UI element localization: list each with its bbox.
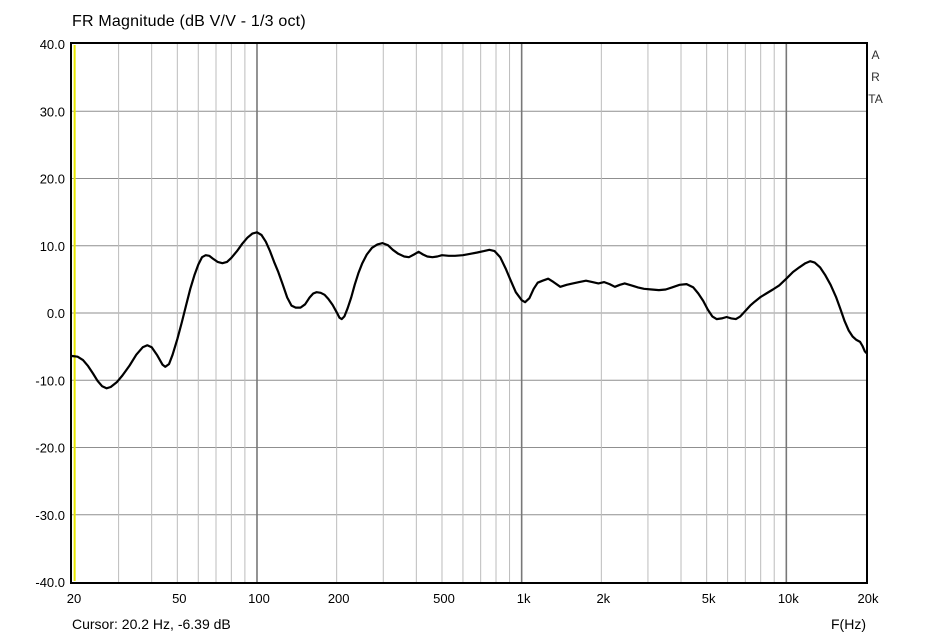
y-tick-label: 40.0 (40, 37, 65, 52)
x-tick-label: 20k (858, 591, 879, 606)
y-tick-label: 10.0 (40, 239, 65, 254)
chart-title: FR Magnitude (dB V/V - 1/3 oct) (72, 13, 306, 30)
x-tick-label: 2k (596, 591, 610, 606)
fr-curve (70, 231, 868, 390)
y-tick-label: -40.0 (35, 575, 65, 590)
x-axis-unit-label: F(Hz) (831, 616, 866, 632)
y-tick-label: -10.0 (35, 373, 65, 388)
x-tick-label: 500 (433, 591, 455, 606)
y-tick-label: 20.0 (40, 172, 65, 187)
x-tick-label: 20 (67, 591, 81, 606)
arta-watermark: ARTA (868, 48, 883, 106)
y-tick-label: -30.0 (35, 508, 65, 523)
y-tick-label: -20.0 (35, 441, 65, 456)
x-tick-label: 5k (702, 591, 716, 606)
x-tick-label: 100 (248, 591, 270, 606)
x-tick-label: 200 (328, 591, 350, 606)
y-tick-label: 0.0 (47, 306, 65, 321)
x-tick-label: 50 (172, 591, 186, 606)
cursor-readout: Cursor: 20.2 Hz, -6.39 dB (72, 616, 231, 632)
x-tick-label: 10k (778, 591, 799, 606)
x-tick-label: 1k (517, 591, 531, 606)
fr-plot[interactable]: 40.030.020.010.00.0-10.0-20.0-30.0-40.02… (0, 0, 937, 612)
y-tick-label: 30.0 (40, 104, 65, 119)
plot-border (70, 42, 868, 584)
